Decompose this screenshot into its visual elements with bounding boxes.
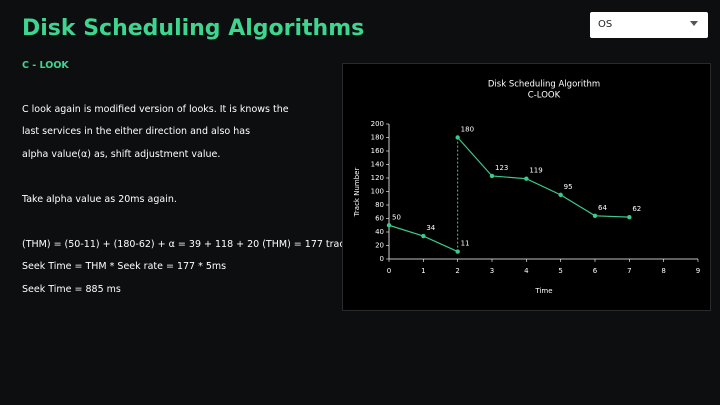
x-axis-label: Time xyxy=(534,287,552,295)
data-point xyxy=(421,233,426,239)
x-tick-label: 8 xyxy=(661,267,665,275)
chart: Disk Scheduling Algorithm C-LOOK Time Tr… xyxy=(342,63,711,311)
text-line: Seek Time = 885 ms xyxy=(22,284,121,295)
y-tick-label: 40 xyxy=(375,228,384,236)
data-point xyxy=(455,249,460,254)
text-line: last services in the either direction an… xyxy=(22,126,251,137)
x-tick-label: 5 xyxy=(558,267,562,275)
series-line xyxy=(457,137,630,218)
dropdown-value: OS xyxy=(598,19,613,30)
page-title: Disk Scheduling Algorithms xyxy=(22,16,365,41)
x-tick-label: 4 xyxy=(524,267,529,275)
y-tick-label: 160 xyxy=(371,147,384,155)
data-label: 50 xyxy=(392,213,401,221)
text-line: alpha value(α) as, shift adjustment valu… xyxy=(22,149,221,160)
x-tick-label: 9 xyxy=(696,267,700,275)
text-line: (THM) = (50-11) + (180-62) + α = 39 + 11… xyxy=(22,239,356,250)
y-tick-label: 200 xyxy=(371,120,384,128)
y-tick-label: 120 xyxy=(371,174,384,182)
text-line: C look again is modified version of look… xyxy=(22,104,289,115)
data-point xyxy=(386,223,392,228)
data-label: 119 xyxy=(529,167,542,175)
y-tick-label: 180 xyxy=(371,134,384,142)
text-line: Seek Time = THM * Seek rate = 177 * 5ms xyxy=(22,261,227,272)
data-point xyxy=(524,176,529,181)
x-tick-label: 3 xyxy=(490,267,494,275)
x-tick-label: 2 xyxy=(455,267,459,275)
data-point xyxy=(558,192,563,198)
x-tick-label: 0 xyxy=(387,267,391,275)
y-tick-label: 80 xyxy=(375,201,384,209)
dropdown-arrow xyxy=(690,21,698,30)
data-label: 11 xyxy=(461,240,470,248)
x-tick-label: 7 xyxy=(627,267,631,275)
y-tick-label: 60 xyxy=(375,215,384,223)
data-point xyxy=(455,135,460,140)
y-tick-label: 100 xyxy=(371,188,384,196)
text-line: Take alpha value as 20ms again. xyxy=(22,194,177,205)
data-label: 64 xyxy=(598,204,607,212)
y-tick-label: 140 xyxy=(371,161,384,169)
data-label: 62 xyxy=(632,205,641,213)
section-title: C - LOOK xyxy=(22,60,69,71)
x-tick-label: 6 xyxy=(593,267,598,275)
x-tick-label: 1 xyxy=(421,267,425,275)
data-label: 34 xyxy=(426,224,435,232)
series-line xyxy=(388,224,458,253)
data-point xyxy=(627,214,632,220)
chart-subtitle: C-LOOK xyxy=(528,91,561,101)
chart-title: Disk Scheduling Algorithm xyxy=(488,80,600,90)
data-label: 95 xyxy=(564,183,573,191)
topic-dropdown[interactable]: OS xyxy=(590,12,708,38)
data-label: 123 xyxy=(495,164,508,172)
data-point xyxy=(592,213,598,218)
data-point xyxy=(489,173,495,179)
y-axis-label: Track Number xyxy=(353,168,361,218)
data-label: 180 xyxy=(461,126,474,134)
y-tick-label: 0 xyxy=(380,255,384,263)
y-tick-label: 20 xyxy=(375,242,384,250)
